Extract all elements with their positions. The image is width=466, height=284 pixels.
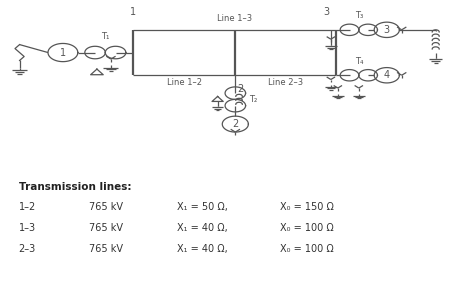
Text: X₀ = 100 Ω: X₀ = 100 Ω	[280, 223, 333, 233]
Text: X₁ = 40 Ω,: X₁ = 40 Ω,	[177, 244, 228, 254]
Text: T₂: T₂	[249, 95, 258, 104]
Text: 765 kV: 765 kV	[89, 202, 123, 212]
Text: 2: 2	[232, 119, 239, 129]
Text: 1: 1	[130, 7, 136, 17]
Text: 3: 3	[323, 7, 329, 17]
Text: X₁ = 50 Ω,: X₁ = 50 Ω,	[177, 202, 228, 212]
Text: T₁: T₁	[101, 32, 110, 41]
Text: X₀ = 150 Ω: X₀ = 150 Ω	[280, 202, 334, 212]
Text: 765 kV: 765 kV	[89, 244, 123, 254]
Text: 1: 1	[60, 47, 66, 58]
Text: 4: 4	[384, 70, 390, 80]
Text: Line 1–2: Line 1–2	[166, 78, 202, 87]
Text: T₄: T₄	[355, 57, 363, 66]
Text: Line 1–3: Line 1–3	[217, 14, 252, 23]
Text: T₃: T₃	[355, 11, 363, 20]
Text: 2: 2	[237, 84, 243, 94]
Text: 2–3: 2–3	[19, 244, 36, 254]
Text: 1–2: 1–2	[19, 202, 36, 212]
Text: X₁ = 40 Ω,: X₁ = 40 Ω,	[177, 223, 228, 233]
Text: 3: 3	[384, 25, 390, 35]
Text: 765 kV: 765 kV	[89, 223, 123, 233]
Text: X₀ = 100 Ω: X₀ = 100 Ω	[280, 244, 333, 254]
Text: 1–3: 1–3	[19, 223, 36, 233]
Text: Line 2–3: Line 2–3	[268, 78, 303, 87]
Text: Transmission lines:: Transmission lines:	[19, 182, 131, 192]
